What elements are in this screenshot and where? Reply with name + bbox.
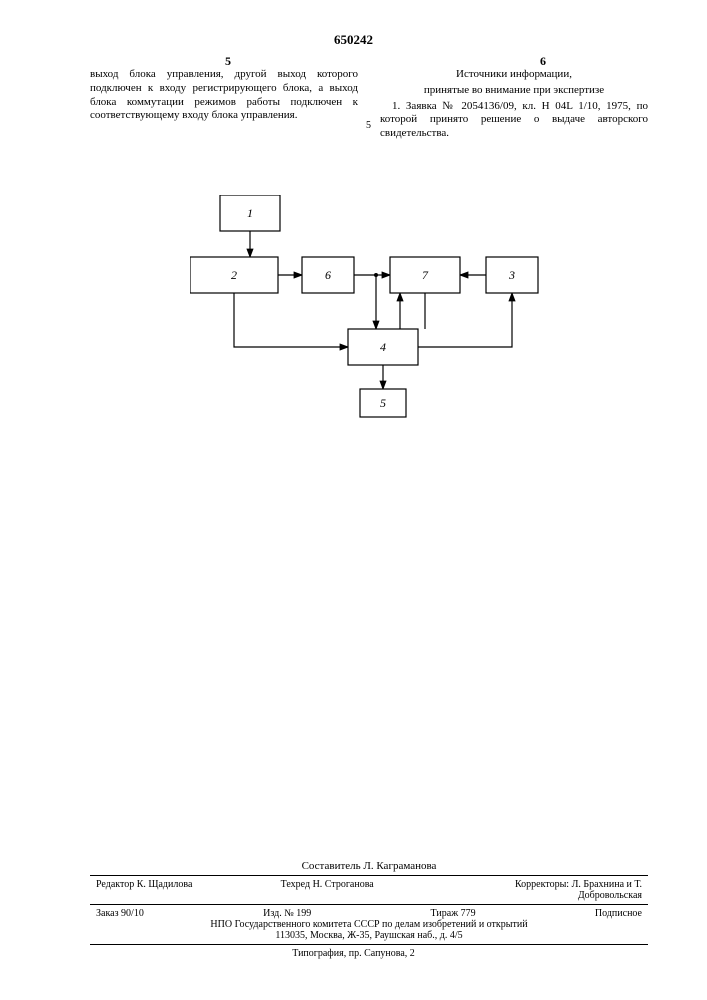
izd: Изд. № 199 — [263, 908, 311, 919]
svg-text:6: 6 — [325, 268, 331, 282]
podpis: Подписное — [595, 908, 642, 919]
address: 113035, Москва, Ж-35, Раушская наб., д. … — [90, 930, 648, 941]
footer: Составитель Л. Каграманова Редактор К. Щ… — [90, 860, 648, 948]
svg-text:1: 1 — [247, 206, 253, 220]
svg-text:2: 2 — [231, 268, 237, 282]
block-diagram: 1 2 6 7 3 4 5 — [190, 195, 550, 425]
right-column: Источники информации, принятые во вниман… — [380, 68, 648, 141]
typography: Типография, пр. Сапунова, 2 — [292, 948, 415, 959]
right-subtitle: принятые во внимание при экспертизе — [380, 84, 648, 98]
correctors: Корректоры: Л. Брахнина и Т. Добровольск… — [462, 879, 642, 901]
svg-text:5: 5 — [380, 396, 386, 410]
svg-text:4: 4 — [380, 340, 386, 354]
left-column-text: выход блока управления, другой выход кот… — [90, 68, 358, 123]
doc-number: 650242 — [334, 32, 373, 48]
editor: Редактор К. Щадилова — [96, 879, 192, 901]
line-marker-5: 5 — [366, 120, 371, 131]
techred: Техред Н. Строганова — [281, 879, 374, 901]
compiler: Составитель Л. Каграманова — [90, 860, 648, 872]
right-title: Источники информации, — [380, 68, 648, 82]
col-right-number: 6 — [540, 54, 546, 69]
svg-text:7: 7 — [422, 268, 429, 282]
order: Заказ 90/10 — [96, 908, 144, 919]
col-left-number: 5 — [225, 54, 231, 69]
right-text: 1. Заявка № 2054136/09, кл. H 04L 1/10, … — [380, 100, 648, 141]
org: НПО Государственного комитета СССР по де… — [90, 919, 648, 930]
tirazh: Тираж 779 — [431, 908, 476, 919]
svg-text:3: 3 — [508, 268, 515, 282]
